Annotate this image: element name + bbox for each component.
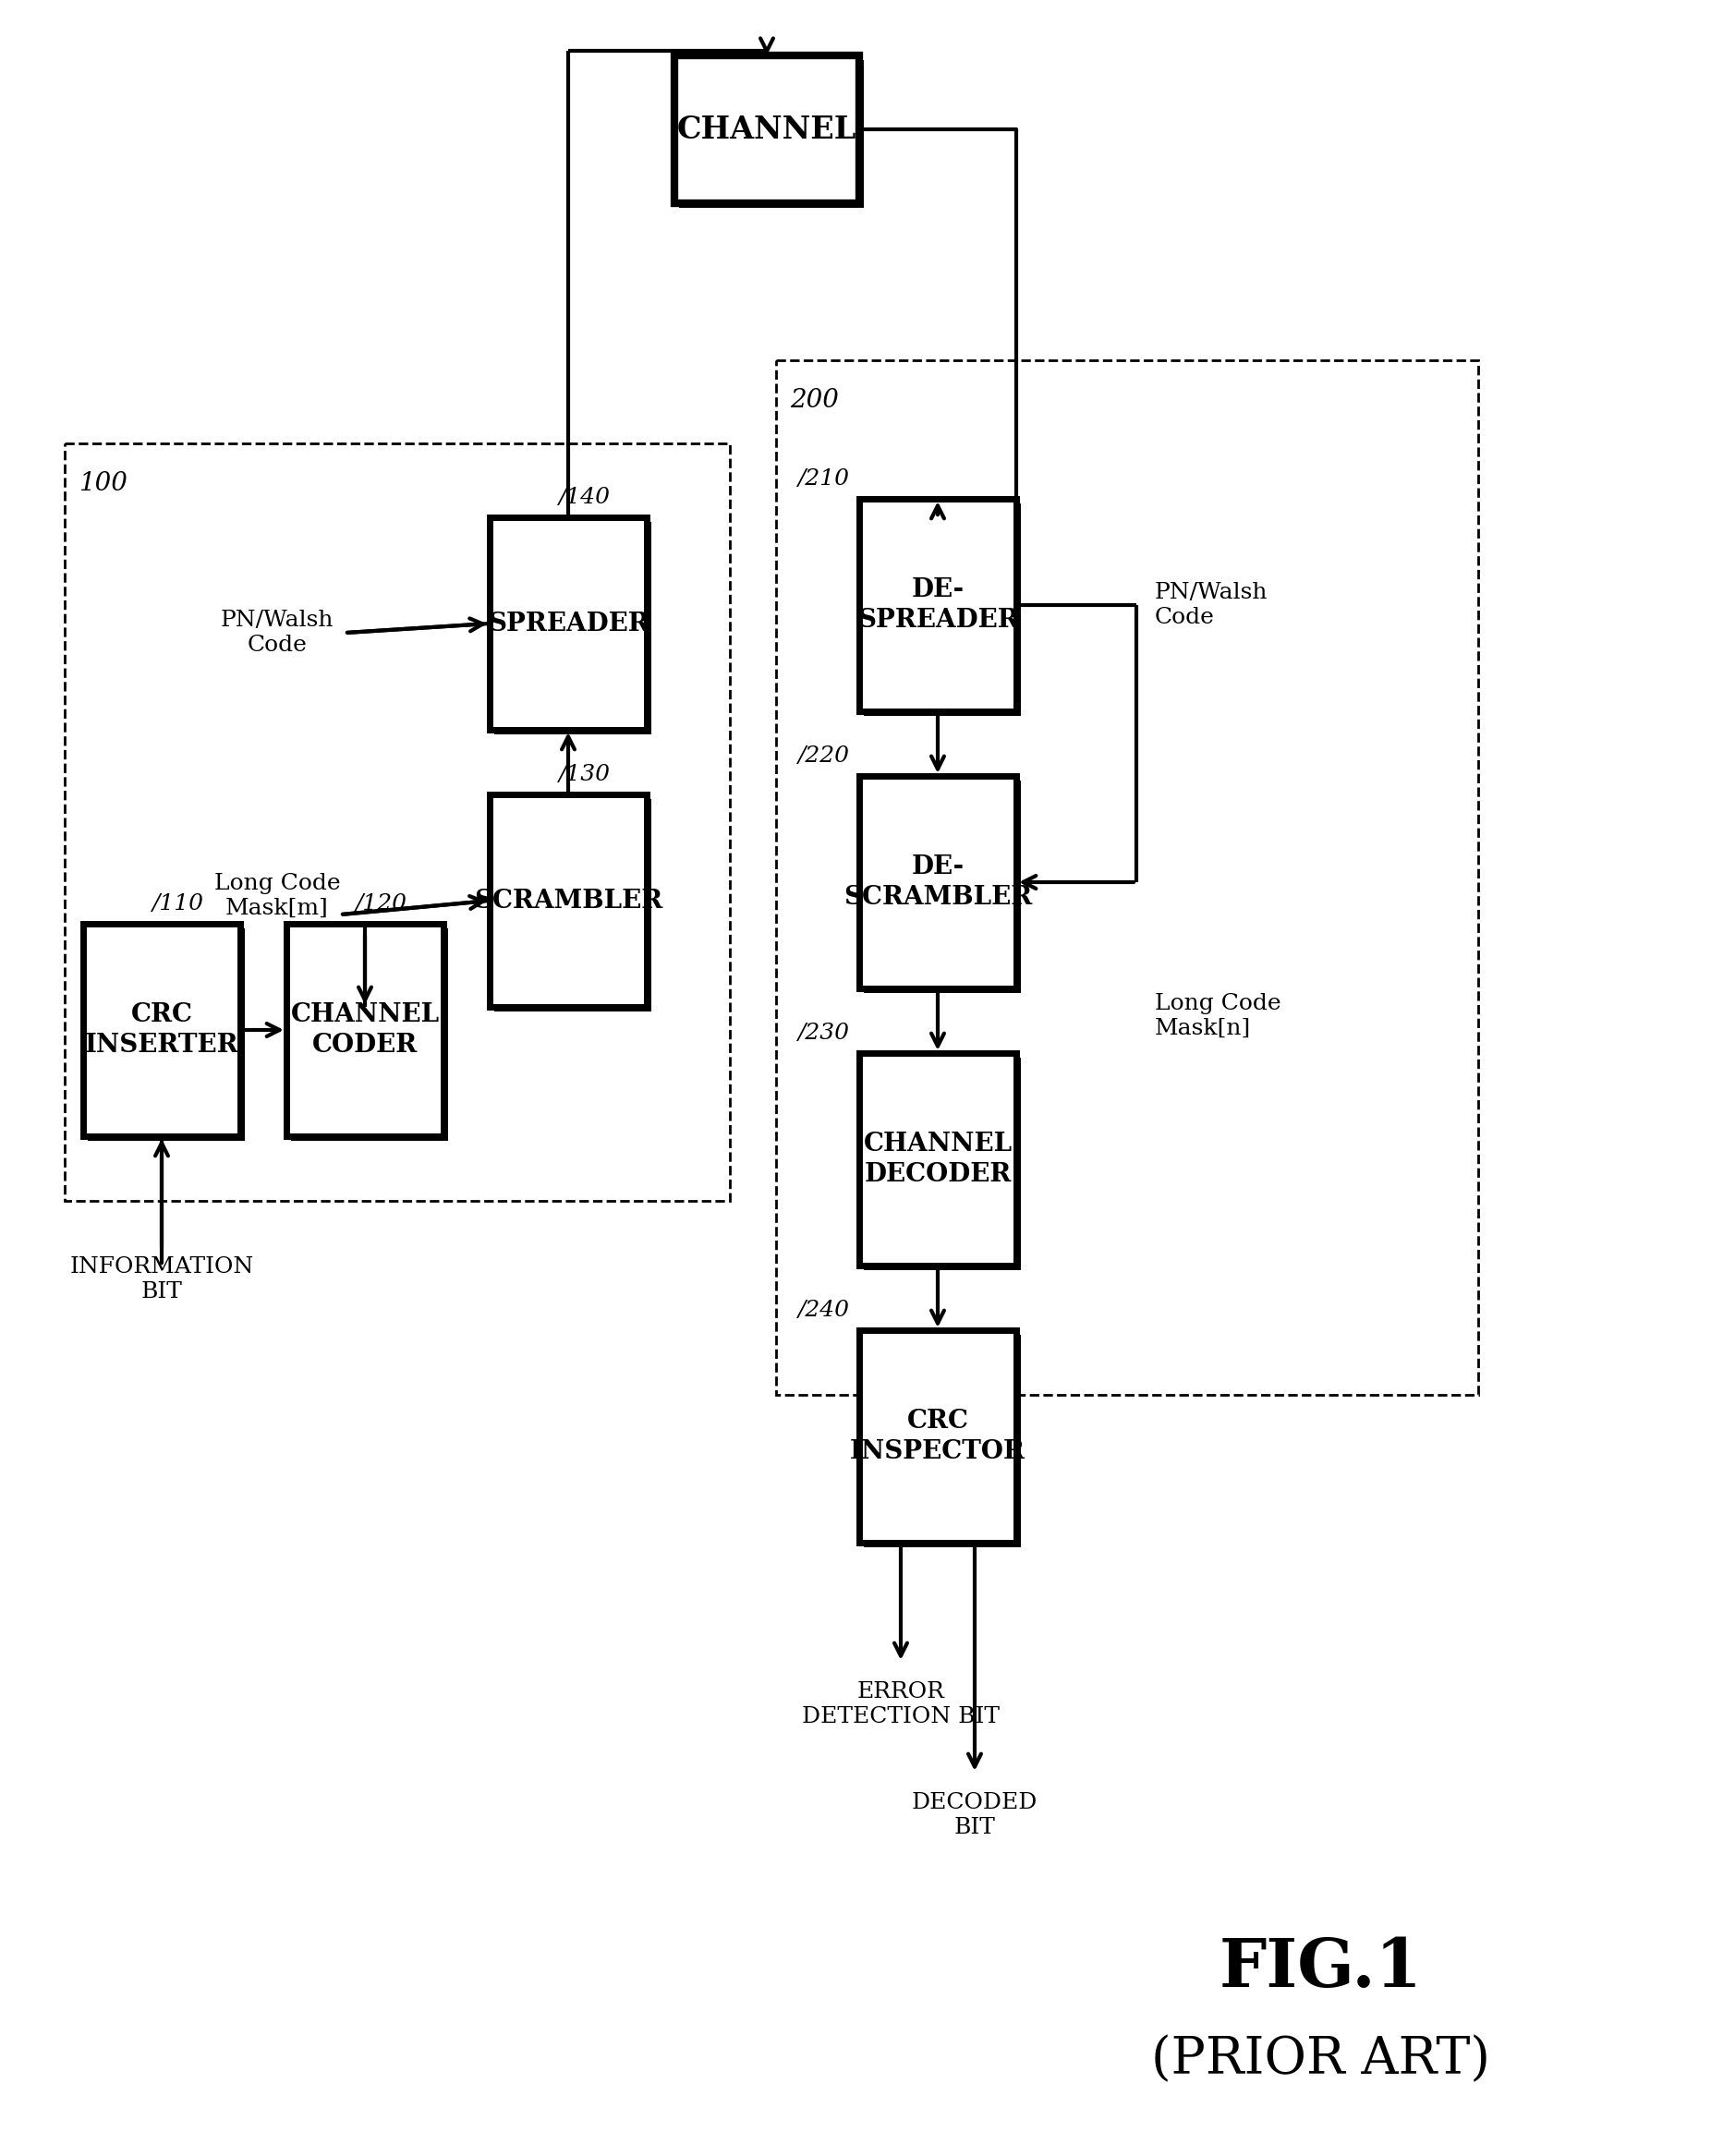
Bar xyxy=(674,56,859,203)
Bar xyxy=(87,929,245,1141)
Bar xyxy=(864,1335,1021,1548)
Bar xyxy=(777,360,1478,1395)
Bar xyxy=(864,780,1021,994)
Text: ERROR
DETECTION BIT: ERROR DETECTION BIT xyxy=(802,1682,999,1727)
Text: 100: 100 xyxy=(79,472,127,496)
Text: Long Code
Mask[m]: Long Code Mask[m] xyxy=(214,873,340,918)
Text: DECODED
BIT: DECODED BIT xyxy=(912,1792,1037,1837)
Bar xyxy=(859,498,1016,711)
Text: Long Code
Mask[n]: Long Code Mask[n] xyxy=(1155,994,1282,1039)
Text: INFORMATION
BIT: INFORMATION BIT xyxy=(70,1257,253,1302)
Bar xyxy=(864,1059,1021,1270)
Text: PN/Walsh
Code: PN/Walsh Code xyxy=(1155,582,1268,627)
Bar xyxy=(859,1052,1016,1266)
Bar xyxy=(864,505,1021,716)
Text: /210: /210 xyxy=(799,468,850,489)
Text: DE-
SPREADER: DE- SPREADER xyxy=(857,578,1018,634)
Text: (PRIOR ART): (PRIOR ART) xyxy=(1152,2035,1490,2085)
Text: CHANNEL
CODER: CHANNEL CODER xyxy=(291,1003,440,1059)
Bar xyxy=(65,444,731,1201)
Text: /220: /220 xyxy=(799,746,850,768)
Text: CHANNEL
DECODER: CHANNEL DECODER xyxy=(864,1132,1013,1188)
Text: /120: /120 xyxy=(356,893,407,914)
Text: SPREADER: SPREADER xyxy=(488,610,648,636)
Text: SCRAMBLER: SCRAMBLER xyxy=(474,888,662,914)
Text: DE-
SCRAMBLER: DE- SCRAMBLER xyxy=(844,854,1032,910)
Bar xyxy=(286,923,443,1136)
Bar xyxy=(84,923,240,1136)
Text: CRC
INSPECTOR: CRC INSPECTOR xyxy=(850,1408,1025,1464)
Bar xyxy=(494,522,652,735)
Text: /240: /240 xyxy=(799,1300,850,1322)
Text: /130: /130 xyxy=(559,763,611,785)
Bar xyxy=(859,1330,1016,1544)
Text: /140: /140 xyxy=(559,487,611,509)
Text: FIG.1: FIG.1 xyxy=(1220,1934,1422,2001)
Text: PN/Walsh
Code: PN/Walsh Code xyxy=(221,610,334,655)
Bar xyxy=(291,929,448,1141)
Text: CRC
INSERTER: CRC INSERTER xyxy=(86,1003,238,1059)
Text: CHANNEL: CHANNEL xyxy=(678,114,857,144)
Bar xyxy=(679,60,864,207)
Bar xyxy=(494,800,652,1011)
Bar xyxy=(489,793,647,1007)
Text: 200: 200 xyxy=(790,388,838,414)
Text: /230: /230 xyxy=(799,1022,850,1044)
Text: /110: /110 xyxy=(152,893,204,914)
Bar xyxy=(489,517,647,729)
Bar xyxy=(859,776,1016,987)
